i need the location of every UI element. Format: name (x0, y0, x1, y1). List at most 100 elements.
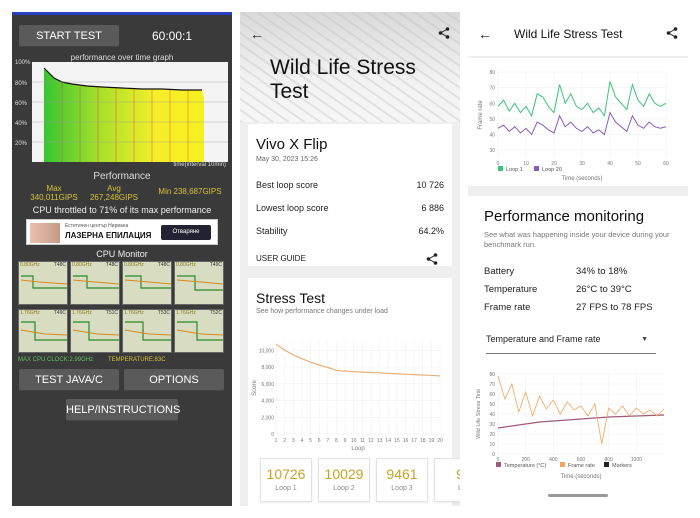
core-frequency: 1.76GHz (72, 310, 92, 316)
y-tick-label: 70 (489, 382, 495, 388)
score-series-line (275, 343, 441, 377)
core-frequency: 1.76GHz (124, 310, 144, 316)
dropdown-selected-value: Temperature and Frame rate (486, 334, 601, 344)
ad-open-button[interactable]: Отваряне (161, 225, 211, 240)
cpu-core-graph: 0.80GHz T48C (122, 261, 172, 305)
y-tick-label: 30 (489, 148, 495, 154)
dropdown-arrow-icon: ▼ (641, 336, 648, 343)
help-instructions-button[interactable]: HELP/INSTRUCTIONS (66, 399, 180, 421)
x-tick-label: 50 (635, 161, 641, 167)
loop-score-card[interactable]: 10726 Loop 1 (260, 458, 312, 502)
share-icon[interactable] (666, 26, 678, 44)
core-temperature: T48C (53, 262, 66, 268)
x-tick-label: 9 (344, 438, 347, 444)
x-tick-label: 1000 (631, 457, 642, 463)
x-tick-label: 0 (497, 161, 500, 167)
back-arrow-icon[interactable]: ← (478, 26, 492, 42)
cpu-core-grid: 0.80GHz T48C 0.80GHz T48C 0.80GHz T48C 0… (18, 261, 226, 357)
legend-label: Loop 1 (506, 167, 523, 173)
x-tick-label: 20 (551, 161, 557, 167)
user-guide-link[interactable]: USER GUIDE (256, 254, 306, 263)
x-tick-label: 7 (326, 438, 329, 444)
core-temperature: T53C (157, 310, 170, 316)
cpu-core-graph: 0.80GHz T48C (18, 261, 68, 305)
max-label: Max (46, 184, 62, 193)
core-temperature: T49C (209, 262, 222, 268)
x-tick-label: 600 (577, 457, 586, 463)
x-tick-label: 13 (377, 438, 383, 444)
y-tick-label: 60 (489, 392, 495, 398)
avg-value: 267,248GIPS (89, 193, 139, 202)
lowest-loop-label: Lowest loop score (256, 203, 329, 213)
ad-image (30, 223, 60, 243)
y-tick: 100% (15, 60, 31, 66)
x-axis-label: Loop (351, 446, 365, 452)
stability-value: 64.2% (418, 226, 444, 236)
core-temperature: T48C (157, 262, 170, 268)
loop-score-card[interactable]: 9L (434, 458, 460, 502)
cpu-core-graph: 0.80GHz T48C (70, 261, 120, 305)
y-tick-label: 50 (489, 117, 495, 123)
x-tick-label: 10 (523, 161, 529, 167)
y-tick-label: 8,000 (261, 365, 274, 371)
x-axis-label: Time (seconds) (561, 176, 602, 182)
cpu-core-graph: 1.76GHz T49C (18, 309, 68, 353)
core-temperature: T49C (53, 310, 66, 316)
back-arrow-icon[interactable]: ← (250, 26, 264, 42)
device-name: Vivo X Flip (256, 136, 328, 153)
legend-swatch (604, 462, 609, 467)
y-tick-label: 80 (489, 70, 495, 76)
loop-score-card[interactable]: 9461 Loop 3 (376, 458, 428, 502)
core-temperature: T52C (209, 310, 222, 316)
start-test-button[interactable]: START TEST (19, 25, 119, 47)
y-tick-label: 60 (489, 101, 495, 107)
x-tick-label: 1 (275, 438, 278, 444)
core-temperature: T51C (105, 310, 118, 316)
share-icon[interactable] (438, 26, 450, 44)
result-summary-card: Vivo X Flip May 30, 2023 15:26 Best loop… (248, 124, 452, 266)
performance-title: Performance (93, 171, 151, 182)
throttle-message: CPU throttled to 71% of its max performa… (32, 205, 212, 215)
x-tick-label: 10 (351, 438, 357, 444)
y-axis-label: Frame rate (478, 100, 484, 130)
core-temperature: T48C (105, 262, 118, 268)
y-tick-label: 2,000 (261, 415, 274, 421)
x-tick-label: 30 (579, 161, 585, 167)
hero-pattern (240, 12, 460, 122)
loop-score-card[interactable]: 10029 Loop 2 (318, 458, 370, 502)
core-frequency: 0.80GHz (124, 262, 144, 268)
x-tick-label: 12 (368, 438, 374, 444)
home-indicator (548, 494, 608, 497)
y-tick-label: 10,000 (259, 348, 275, 354)
x-tick-label: 40 (607, 161, 613, 167)
core-frequency: 1.76GHz (176, 310, 196, 316)
metric-dropdown[interactable]: Temperature and Frame rate ▼ (486, 334, 656, 354)
series-line-loop-20 (497, 111, 667, 136)
legend-label: Loop 20 (542, 167, 562, 173)
core-frequency: 1.76GHz (20, 310, 40, 316)
core-frequency: 0.80GHz (72, 262, 92, 268)
legend-label: Frame rate (568, 463, 595, 469)
lowest-loop-value: 6 886 (421, 203, 444, 213)
avg-label: Avg (107, 184, 121, 193)
stability-label: Stability (256, 226, 288, 236)
temperature-value: 26°C to 39°C (576, 284, 632, 295)
graph-x-caption: time(interval 10min) (173, 162, 226, 168)
y-tick: 20% (15, 141, 28, 147)
test-java-button[interactable]: TEST JAVA/C (19, 369, 119, 391)
best-loop-label: Best loop score (256, 180, 319, 190)
share-icon[interactable] (426, 252, 438, 270)
y-axis-label: Score (252, 380, 258, 396)
test-timer: 60:00:1 (152, 29, 193, 43)
loop-score-value: 10726 (266, 466, 306, 482)
options-button[interactable]: OPTIONS (124, 369, 224, 391)
x-tick-label: 15 (394, 438, 400, 444)
loop-score-value: 10029 (324, 466, 364, 482)
loop-label: Loop 3 (391, 485, 413, 492)
ad-banner[interactable]: Естетичен център Нирвана ЛАЗЕРНА ЕПИЛАЦИ… (26, 219, 218, 245)
x-tick-label: 0 (497, 457, 500, 463)
x-tick-label: 800 (604, 457, 613, 463)
